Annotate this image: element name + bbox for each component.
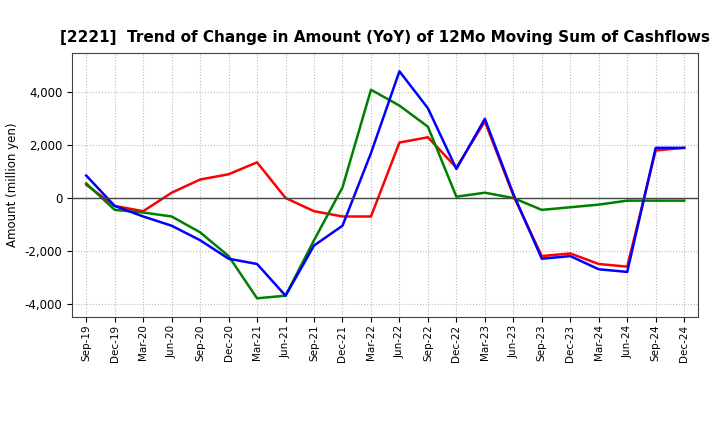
Investing Cashflow [139,210,148,215]
Free Cashflow [680,145,688,150]
Free Cashflow [595,267,603,272]
Investing Cashflow [452,194,461,199]
Free Cashflow [623,269,631,275]
Operating Cashflow [537,253,546,259]
Investing Cashflow [366,87,375,92]
Line: Free Cashflow: Free Cashflow [86,71,684,296]
Line: Operating Cashflow: Operating Cashflow [86,121,684,267]
Y-axis label: Amount (million yen): Amount (million yen) [6,123,19,247]
Operating Cashflow [452,165,461,170]
Operating Cashflow [110,203,119,209]
Investing Cashflow [110,207,119,213]
Investing Cashflow [423,124,432,129]
Free Cashflow [338,223,347,228]
Operating Cashflow [480,119,489,124]
Operating Cashflow [623,264,631,269]
Investing Cashflow [623,198,631,203]
Operating Cashflow [282,195,290,201]
Investing Cashflow [82,181,91,186]
Investing Cashflow [395,103,404,108]
Title: [2221]  Trend of Change in Amount (YoY) of 12Mo Moving Sum of Cashflows: [2221] Trend of Change in Amount (YoY) o… [60,29,710,45]
Operating Cashflow [139,209,148,214]
Free Cashflow [282,293,290,298]
Investing Cashflow [338,185,347,190]
Investing Cashflow [509,195,518,201]
Investing Cashflow [480,190,489,195]
Free Cashflow [167,223,176,228]
Operating Cashflow [509,193,518,198]
Free Cashflow [366,150,375,156]
Operating Cashflow [680,145,688,150]
Line: Investing Cashflow: Investing Cashflow [86,90,684,298]
Investing Cashflow [595,202,603,207]
Free Cashflow [253,261,261,267]
Investing Cashflow [537,207,546,213]
Operating Cashflow [196,177,204,182]
Investing Cashflow [310,238,318,243]
Free Cashflow [452,166,461,172]
Operating Cashflow [423,135,432,140]
Investing Cashflow [680,198,688,203]
Free Cashflow [310,243,318,248]
Investing Cashflow [282,293,290,298]
Investing Cashflow [253,296,261,301]
Investing Cashflow [566,205,575,210]
Operating Cashflow [652,148,660,153]
Free Cashflow [196,238,204,243]
Operating Cashflow [566,251,575,256]
Free Cashflow [566,253,575,259]
Free Cashflow [82,173,91,178]
Operating Cashflow [82,182,91,187]
Operating Cashflow [366,214,375,219]
Free Cashflow [110,203,119,209]
Investing Cashflow [196,230,204,235]
Investing Cashflow [225,253,233,259]
Free Cashflow [423,106,432,111]
Free Cashflow [139,214,148,219]
Free Cashflow [509,191,518,197]
Free Cashflow [652,145,660,150]
Free Cashflow [480,116,489,121]
Operating Cashflow [253,160,261,165]
Free Cashflow [225,256,233,261]
Operating Cashflow [310,209,318,214]
Operating Cashflow [225,172,233,177]
Investing Cashflow [652,198,660,203]
Operating Cashflow [167,190,176,195]
Operating Cashflow [595,261,603,267]
Operating Cashflow [338,214,347,219]
Free Cashflow [537,256,546,261]
Free Cashflow [395,69,404,74]
Investing Cashflow [167,214,176,219]
Operating Cashflow [395,140,404,145]
